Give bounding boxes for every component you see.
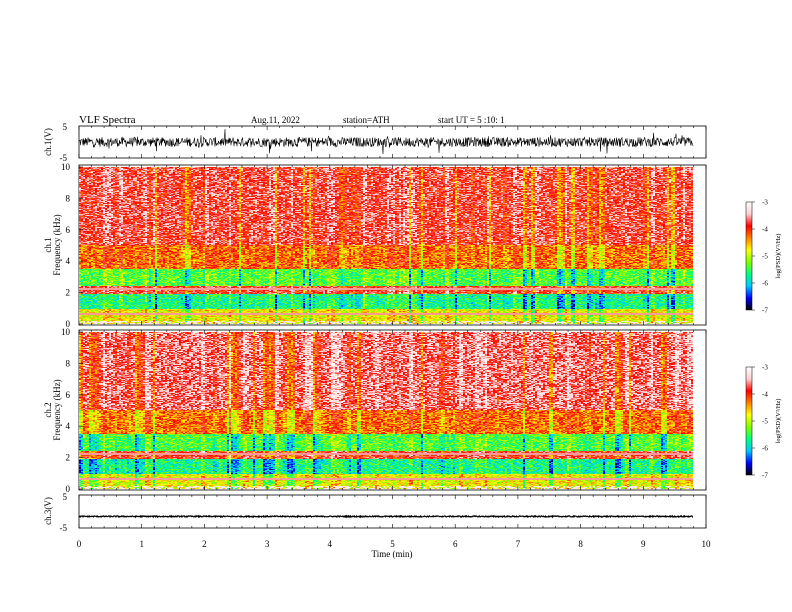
x-tick-label: 2 [202,539,207,549]
ch1-colorbar [745,201,753,311]
colorbar-tick-label: -7 [762,472,768,480]
ch3-waveform-panel: 5 -5 ch.3(V) [43,492,707,533]
header-start-ut: start UT = 5 :10: 1 [438,115,505,125]
ch2-colorbar-label: log(PSD)(V²/Hz) [775,399,782,444]
y-tick-label: 8 [66,193,71,203]
y-tick-label: 0 [66,319,71,329]
ch2-spectrogram-heatmap [79,332,693,489]
x-tick-label: 3 [265,539,270,549]
ch3-waveform-trace [78,514,694,519]
y-tick-label: 6 [66,390,71,400]
ch2-frequency-label: Frequency (kHz) [52,379,62,440]
figure-title: VLF Spectra [79,114,136,126]
ch1-waveform-panel: 5 -5 ch.1(V) [43,122,707,163]
x-tick-label: 8 [578,539,583,549]
ch1-colorbar-ticks: -3 -4 -5 -6 -7 [752,199,768,315]
colorbar-tick-label: -3 [762,199,768,207]
colorbar-tick-label: -3 [762,364,768,372]
x-tick-label: 4 [328,539,333,549]
colorbar-tick-label: -7 [762,307,768,315]
ch2-colorbar [745,366,753,476]
ch3-waveform-ylabel: ch.3(V) [43,497,53,525]
y-tick-label: 6 [66,225,71,235]
ch1-channel-label: ch.1 [43,237,53,252]
time-axis-ticks: 0 1 2 3 4 5 6 7 8 9 10 [77,126,711,549]
colorbar-tick-label: -5 [762,253,768,261]
x-tick-label: 10 [702,539,712,549]
ch3-waveform-frame [78,494,707,529]
colorbar-tick-label: -5 [762,418,768,426]
header-date: Aug.11, 2022 [251,115,300,125]
header-station: station=ATH [343,115,390,125]
colorbar-tick-label: -4 [762,226,768,234]
ch1-spectrogram-heatmap [79,167,693,324]
ch2-colorbar-ticks: -3 -4 -5 -6 -7 [752,364,768,480]
colorbar-tick-label: -6 [762,445,768,453]
y-tick-label: 10 [61,327,71,337]
y-tick-label: 4 [66,421,71,431]
ch1-colorbar-label: log(PSD)(V²/Hz) [775,234,782,279]
x-tick-label: 5 [390,539,395,549]
x-tick-label: 9 [641,539,646,549]
ch1-ytick-bottom: -5 [60,153,68,163]
y-tick-label: 8 [66,358,71,368]
ch1-spectrogram-yticks: 0 2 4 6 8 10 [61,162,83,329]
x-tick-label: 6 [453,539,458,549]
x-tick-label: 7 [516,539,521,549]
ch3-ytick-top: 5 [63,492,68,502]
time-axis-label: Time (min) [372,549,413,559]
y-tick-label: 2 [66,453,71,463]
colorbar-tick-label: -4 [762,391,768,399]
ch3-ytick-bottom: -5 [60,523,68,533]
colorbar-tick-label: -6 [762,280,768,288]
y-tick-label: 0 [66,484,71,494]
ch1-frequency-label: Frequency (kHz) [52,214,62,275]
y-tick-label: 4 [66,256,71,266]
y-tick-label: 2 [66,288,71,298]
ch2-spectrogram-yticks: 0 2 4 6 8 10 [61,327,83,494]
x-tick-label: 1 [139,539,144,549]
ch1-waveform-trace [78,129,694,155]
x-tick-label: 0 [77,539,82,549]
y-tick-label: 10 [61,162,71,172]
ch2-channel-label: ch.2 [43,402,53,417]
ch1-waveform-ylabel: ch.1(V) [43,128,53,156]
ch1-ytick-top: 5 [63,122,68,132]
